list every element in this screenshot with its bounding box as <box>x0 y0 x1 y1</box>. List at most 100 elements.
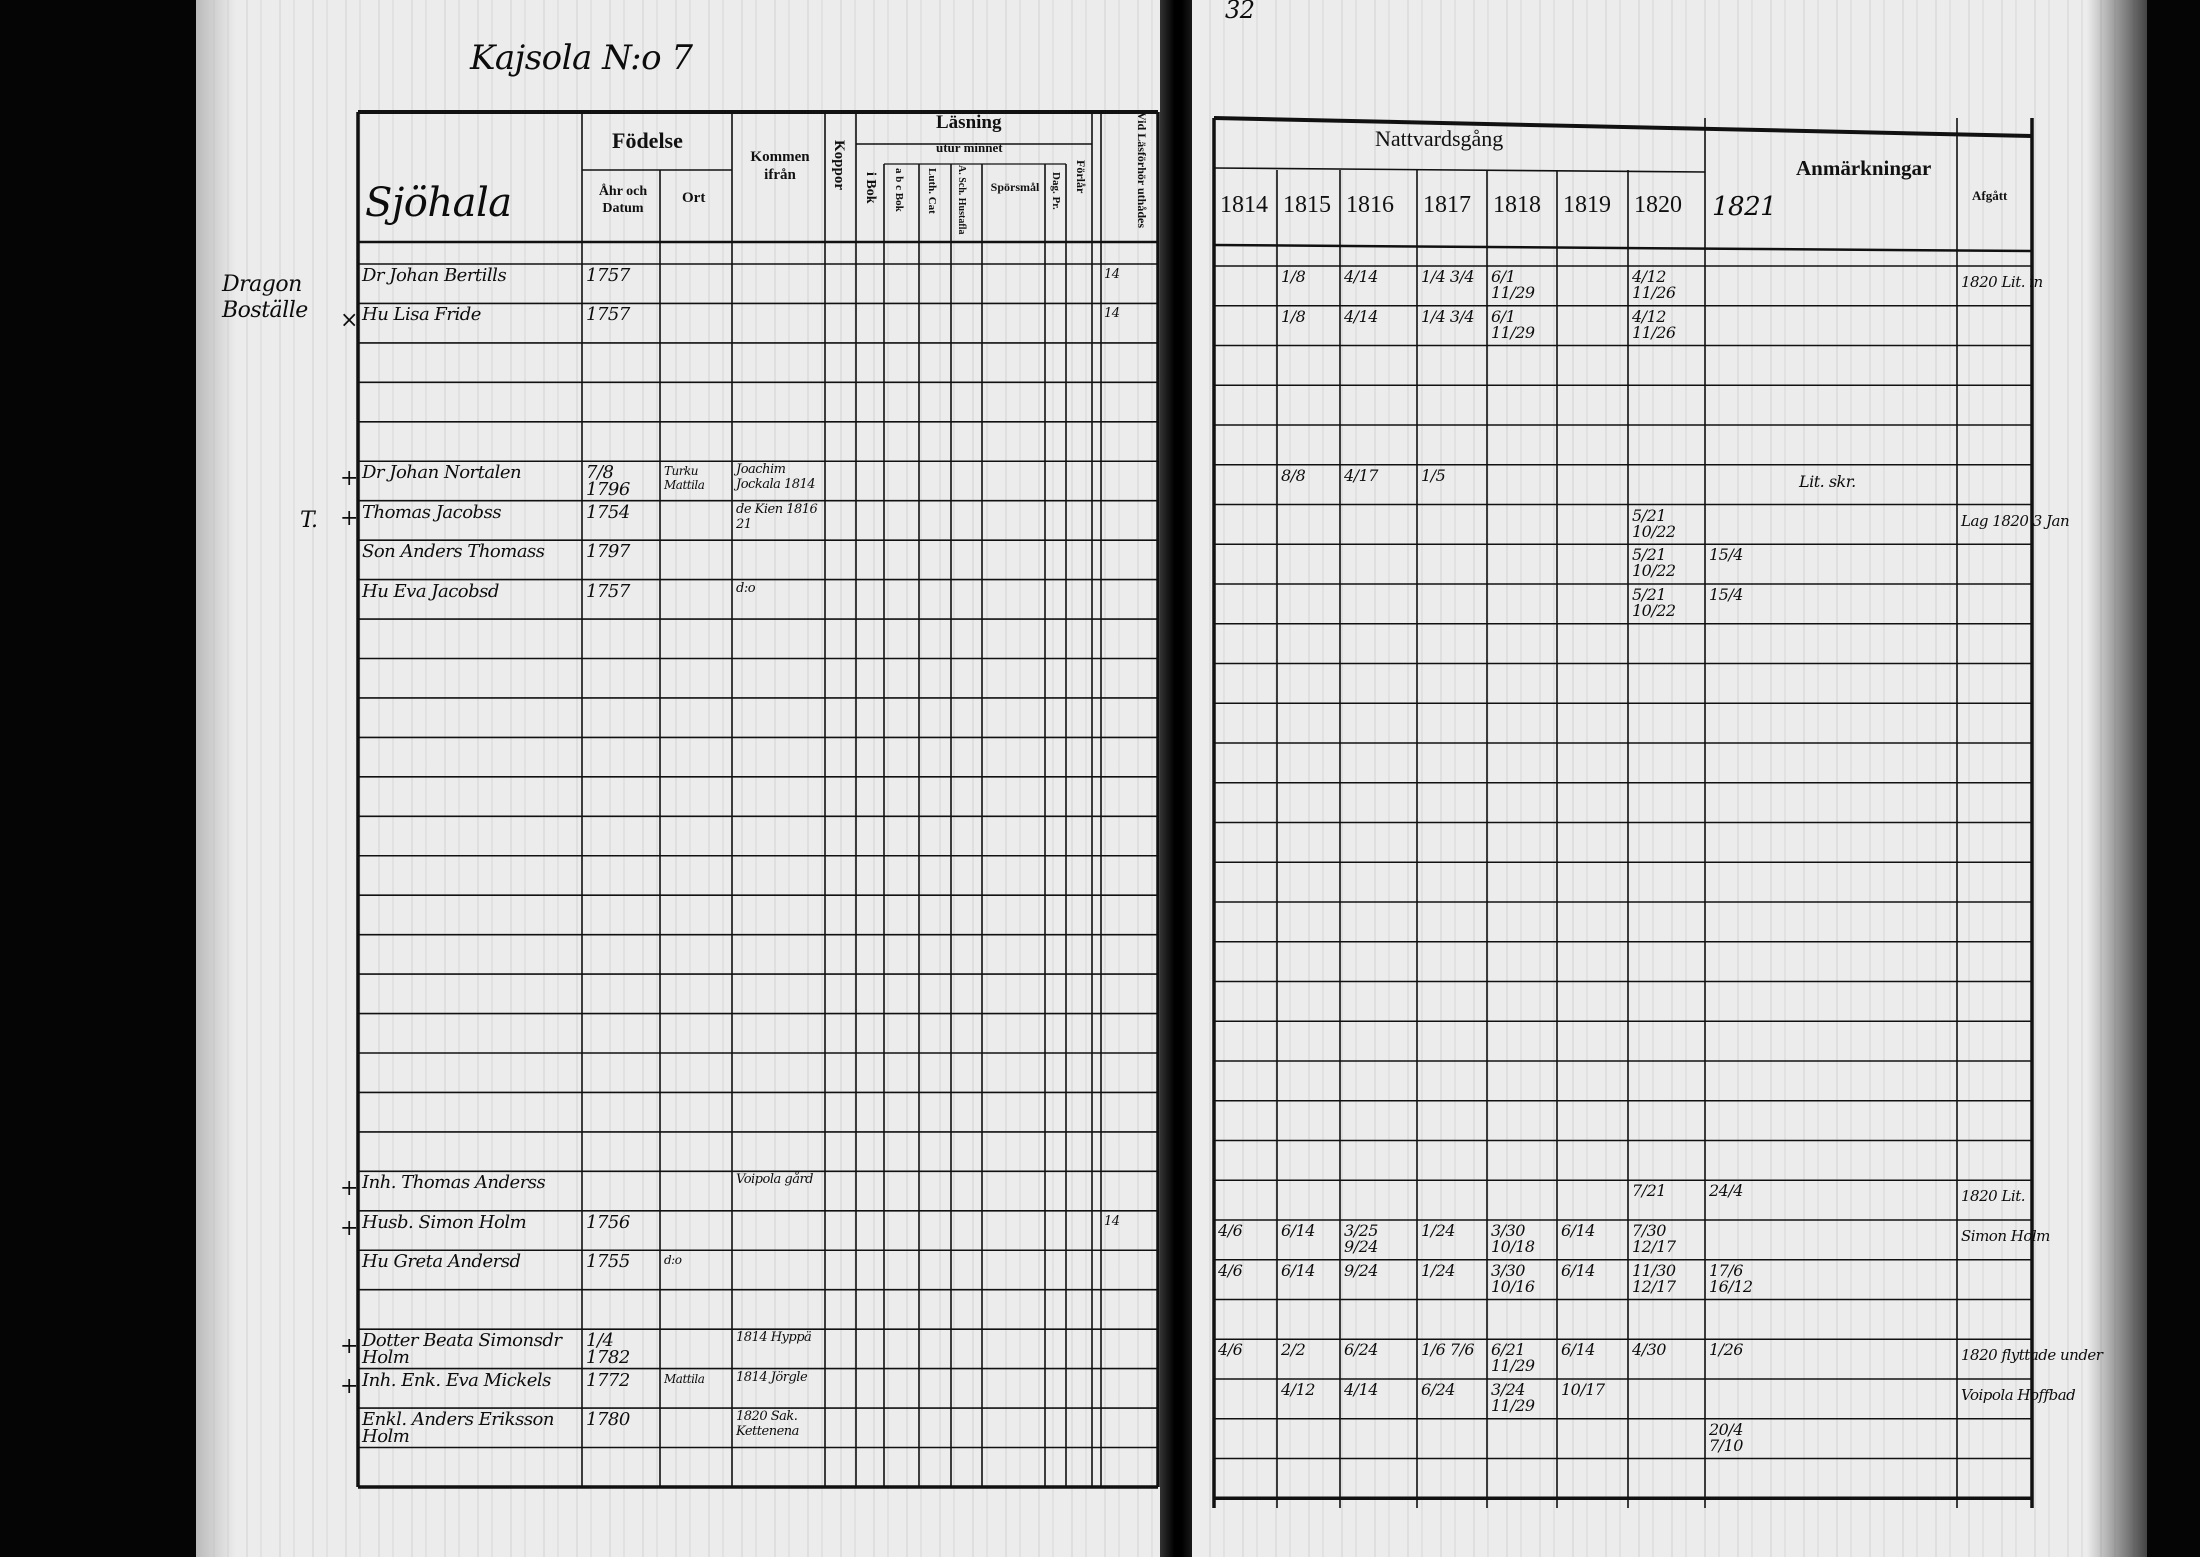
entry-name: Son Anders Thomass <box>362 541 545 563</box>
entry-afgatt: Lag 1820 3 Jan <box>1961 511 2070 530</box>
entry-name: Dotter Beata Simonsdr Holm <box>362 1330 562 1369</box>
communion-date-1815: 1/8 <box>1281 306 1306 326</box>
communion-date-1816: 6/24 <box>1344 1340 1378 1360</box>
entry-lasforhor: 14 <box>1104 306 1120 322</box>
entry-kommen-ifran: 1814 Jörgle <box>736 1369 808 1385</box>
entry-birth-year: 1780 <box>586 1409 630 1431</box>
entry-birth-year: 7/8 1796 <box>586 462 630 501</box>
communion-date-1820: 4/30 <box>1632 1340 1666 1360</box>
communion-date-1820: 7/30 12/17 <box>1632 1221 1676 1256</box>
entry-birthplace: Turku Mattila <box>664 464 705 493</box>
row-mark: + <box>340 505 358 531</box>
header-i-bok: i Bok <box>863 172 878 204</box>
entry-anmarkning: Lit. skr. <box>1799 471 1856 491</box>
communion-date-1815: 4/12 <box>1281 1380 1315 1399</box>
communion-date-1814: 4/6 <box>1218 1221 1243 1240</box>
communion-date-1820: 5/21 10/22 <box>1632 545 1676 581</box>
row-mark: + <box>340 1215 358 1241</box>
entry-kommen-ifran: 1820 Sak. Kettenena <box>736 1409 799 1440</box>
communion-date-1819: 10/17 <box>1561 1380 1605 1399</box>
communion-date-1820: 11/30 12/17 <box>1632 1260 1676 1296</box>
communion-date-1816: 4/17 <box>1344 465 1378 485</box>
header-year-1821: 1821 <box>1712 192 1777 222</box>
entry-birth-year: 1/4 1782 <box>586 1330 630 1369</box>
entry-birth-year: 1755 <box>586 1251 630 1273</box>
entry-birth-year: 1756 <box>586 1211 630 1233</box>
communion-date-1821: 17/6 16/12 <box>1709 1260 1753 1296</box>
entry-name: Enkl. Anders Eriksson Holm <box>362 1409 554 1448</box>
communion-date-1820: 4/12 11/26 <box>1632 267 1676 302</box>
header-year-1820: 1820 <box>1634 192 1682 218</box>
entry-kommen-ifran: Joachim Jockala 1814 <box>736 462 816 493</box>
row-mark: + <box>340 1176 358 1202</box>
communion-date-1820: 7/21 <box>1632 1181 1666 1201</box>
row-mark: × <box>340 308 358 334</box>
entry-lasforhor: 14 <box>1104 267 1120 282</box>
row-mark: + <box>340 1334 358 1360</box>
header-year-1816: 1816 <box>1346 192 1394 218</box>
communion-date-1819: 6/14 <box>1561 1340 1595 1360</box>
communion-date-1816: 4/14 <box>1344 306 1378 326</box>
communion-date-1821: 20/4 7/10 <box>1709 1419 1743 1455</box>
page-title: Kajsola N:o 7 <box>470 38 693 78</box>
margin-note-t: T. <box>300 508 318 533</box>
communion-date-1817: 1/24 <box>1421 1260 1455 1280</box>
communion-date-1821: 15/4 <box>1709 545 1743 565</box>
entry-name: Hu Greta Andersd <box>362 1251 521 1273</box>
entry-birthplace: Mattila <box>664 1371 705 1386</box>
communion-date-1819: 6/14 <box>1561 1221 1595 1240</box>
left-page <box>196 0 1164 1557</box>
header-year-1817: 1817 <box>1423 192 1471 218</box>
entry-afgatt: 1820 flyttade under <box>1961 1346 2103 1365</box>
header-las-forhor: Vid Läsförhör uthådes <box>1135 112 1149 229</box>
communion-date-1818: 3/30 10/16 <box>1491 1260 1535 1296</box>
communion-date-1815: 2/2 <box>1281 1340 1306 1360</box>
communion-date-1816: 4/14 <box>1344 267 1378 286</box>
communion-date-1815: 6/14 <box>1281 1260 1315 1280</box>
communion-date-1814: 4/6 <box>1218 1260 1243 1280</box>
header-hustafla: A. Sch. Hustafla <box>956 165 967 235</box>
communion-date-1816: 9/24 <box>1344 1260 1378 1280</box>
entry-name: Hu Eva Jacobsd <box>362 580 499 602</box>
header-koppor: Koppor <box>831 140 847 191</box>
communion-date-1819: 6/14 <box>1561 1260 1595 1280</box>
header-nattvardsgang: Nattvardsgång <box>1375 126 1504 151</box>
communion-date-1816: 4/14 <box>1344 1380 1378 1399</box>
entry-name: Dr Johan Nortalen <box>362 462 522 484</box>
entry-birth-year: 1757 <box>586 304 630 326</box>
entry-kommen-ifran: Voipola gård <box>736 1172 813 1188</box>
communion-date-1817: 6/24 <box>1421 1380 1455 1399</box>
communion-date-1820: 4/12 11/26 <box>1632 306 1676 342</box>
entry-name: Dr Johan Bertills <box>362 265 507 286</box>
row-mark: + <box>340 1373 358 1399</box>
row-mark: + <box>340 466 358 492</box>
header-ar-och-datum: Åhr och Datum <box>598 184 648 216</box>
communion-date-1817: 1/5 <box>1421 465 1446 485</box>
header-afgatt: Afgått <box>1972 188 2008 203</box>
communion-date-1820: 5/21 10/22 <box>1632 505 1676 541</box>
communion-date-1814: 4/6 <box>1218 1340 1243 1360</box>
entry-name: Hu Lisa Fride <box>362 304 481 326</box>
entry-name: Husb. Simon Holm <box>362 1211 527 1233</box>
header-luth-cat: Luth. Cat <box>926 168 938 214</box>
communion-date-1821: 15/4 <box>1709 585 1743 604</box>
communion-date-1821: 24/4 <box>1709 1181 1743 1201</box>
entry-birth-year: 1754 <box>586 501 630 523</box>
communion-date-1818: 6/21 11/29 <box>1491 1340 1535 1376</box>
header-year-1814: 1814 <box>1220 192 1268 218</box>
communion-date-1818: 6/1 11/29 <box>1491 267 1535 302</box>
entry-name: Inh. Enk. Eva Mickels <box>362 1369 551 1391</box>
header-year-1815: 1815 <box>1283 192 1331 218</box>
entry-afgatt: 1820 Lit. <box>1961 1187 2026 1206</box>
entry-kommen-ifran: 1814 Hyppä <box>736 1330 812 1346</box>
entry-birthplace: d:o <box>664 1253 682 1268</box>
entry-birth-year: 1772 <box>586 1369 630 1391</box>
header-lasning: Läsning <box>936 112 1002 133</box>
communion-date-1815: 8/8 <box>1281 465 1306 485</box>
header-year-1819: 1819 <box>1563 192 1611 218</box>
entry-kommen-ifran: d:o <box>736 580 756 596</box>
page-number: 32 <box>1225 0 1255 24</box>
entry-kommen-ifran: de Kien 1816 21 <box>736 501 818 532</box>
header-year-1818: 1818 <box>1493 192 1541 218</box>
entry-birth-year: 1757 <box>586 265 630 286</box>
